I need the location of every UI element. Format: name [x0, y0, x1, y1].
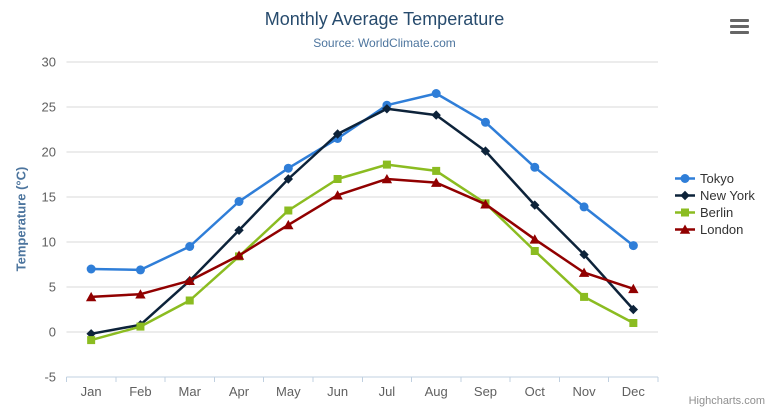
legend-label: Tokyo [700, 171, 734, 186]
x-tick-label: Jan [81, 384, 102, 399]
y-axis-labels: -5 0 5 10 15 20 25 30 [42, 55, 56, 385]
circle-legend-marker-icon [675, 174, 695, 183]
legend-item-london[interactable]: London [675, 223, 755, 236]
legend-label: New York [700, 188, 755, 203]
legend: Tokyo New York Berlin London [675, 172, 755, 236]
legend-label: Berlin [700, 205, 734, 220]
x-tick-label: Oct [525, 384, 546, 399]
y-tick-label: 20 [42, 145, 56, 160]
series-london[interactable] [85, 174, 639, 302]
x-tick-label: Dec [622, 384, 646, 399]
x-tick-label: Jun [327, 384, 348, 399]
legend-item-new-york[interactable]: New York [675, 189, 755, 202]
x-tick-label: Jul [379, 384, 396, 399]
series-tokyo[interactable] [86, 89, 638, 275]
x-axis [66, 376, 659, 382]
x-tick-label: Apr [229, 384, 250, 399]
diamond-legend-marker-icon [675, 190, 695, 201]
hamburger-bar [730, 31, 749, 34]
x-tick-label: Nov [573, 384, 597, 399]
x-tick-label: Sep [474, 384, 497, 399]
hamburger-bar [730, 25, 749, 28]
series-new-york[interactable] [86, 104, 639, 339]
x-tick-label: Feb [129, 384, 151, 399]
credits-link[interactable]: Highcharts.com [688, 395, 765, 407]
y-tick-label: 5 [49, 280, 56, 295]
x-tick-label: Mar [179, 384, 202, 399]
grid-lines [66, 61, 658, 333]
y-tick-label: 15 [42, 190, 56, 205]
legend-item-tokyo[interactable]: Tokyo [675, 172, 755, 185]
y-tick-label: -5 [44, 370, 56, 385]
y-tick-label: 0 [49, 325, 56, 340]
triangle-legend-marker-icon [675, 224, 695, 234]
y-tick-label: 10 [42, 235, 56, 250]
x-tick-label: Aug [425, 384, 448, 399]
y-axis-title: Temperature (°C) [13, 166, 29, 272]
chart-subtitle: Source: WorldClimate.com [313, 36, 456, 50]
hamburger-bar [730, 19, 749, 22]
y-tick-label: 25 [42, 100, 56, 115]
chart-title: Monthly Average Temperature [264, 9, 505, 29]
x-tick-label: May [276, 384, 301, 399]
x-axis-labels: Jan Feb Mar Apr May Jun Jul Aug Sep Oct Nov Dec [81, 384, 646, 399]
hamburger-menu-icon[interactable] [730, 19, 749, 37]
legend-item-berlin[interactable]: Berlin [675, 206, 755, 219]
legend-label: London [700, 222, 744, 237]
y-tick-label: 30 [42, 55, 56, 70]
square-legend-marker-icon [675, 208, 695, 217]
